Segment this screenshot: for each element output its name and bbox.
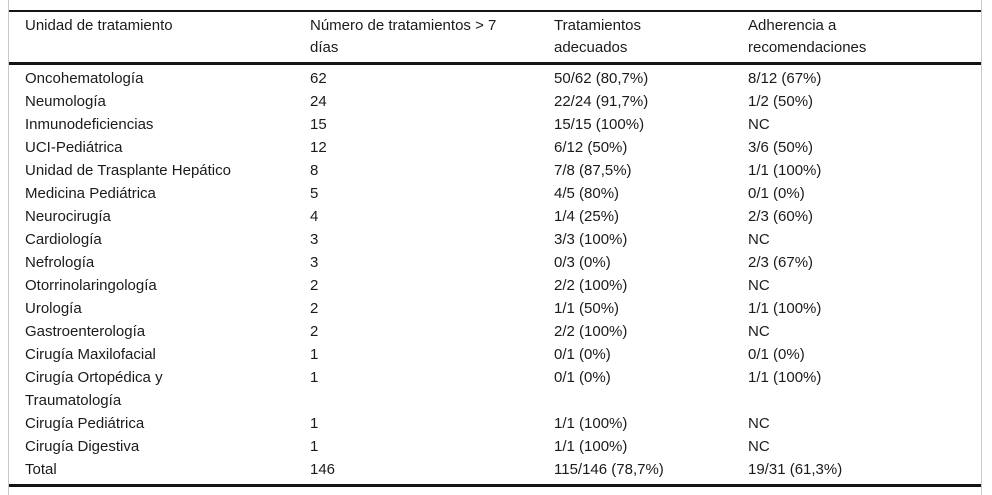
table-row: Neumología 24 22/24 (91,7%) 1/2 (50%) <box>9 90 981 113</box>
table-cell: Unidad de Trasplante Hepático <box>25 162 231 179</box>
table-cell: 0/1 (0%) <box>554 369 611 386</box>
table-row: Cirugía Ortopédica y Traumatología 1 0/1 (… <box>9 366 981 412</box>
table-cell: 1/1 (100%) <box>554 438 628 455</box>
table-cell: Cirugía Digestiva <box>25 438 140 455</box>
table-cell: 1 <box>310 415 319 432</box>
table-cell: 2 <box>310 277 319 294</box>
table-cell: 2/2 (100%) <box>554 323 628 340</box>
table-cell: UCI-Pediátrica <box>25 139 123 156</box>
table-cell: Otorrinolaringología <box>25 277 157 294</box>
table-row: Unidad de Trasplante Hepático 8 7/8 (87,5%… <box>9 159 981 182</box>
table-cell: Gastroenterología <box>25 323 146 340</box>
table-cell: 2/3 (60%) <box>748 208 814 225</box>
table-cell: 146 <box>310 461 336 478</box>
table-cell: 24 <box>310 93 327 110</box>
table-cell: Nefrología <box>25 254 95 271</box>
table-cell: Cirugía Ortopédica y Traumatología <box>25 369 163 409</box>
table-cell: 2 <box>310 300 319 317</box>
table-cell: 1/1 (100%) <box>748 162 822 179</box>
table-cell: Oncohematología <box>25 70 144 87</box>
table-header-row: Unidad de tratamiento Número de tratamien… <box>9 11 981 65</box>
table-cell: NC <box>748 116 770 133</box>
table-cell: 0/1 (0%) <box>554 346 611 363</box>
table-cell: 3/3 (100%) <box>554 231 628 248</box>
table-cell: 6/12 (50%) <box>554 139 628 156</box>
table-row: Cirugía Maxilofacial 1 0/1 (0%) 0/1 (0%) <box>9 343 981 366</box>
table-cell: Urología <box>25 300 82 317</box>
table-cell: 1/1 (50%) <box>554 300 620 317</box>
table-row: Cardiología 3 3/3 (100%) NC <box>9 228 981 251</box>
table-cell: 19/31 (61,3%) <box>748 461 843 478</box>
table-cell: 2/3 (67%) <box>748 254 814 271</box>
table-row: Oncohematología 62 50/62 (80,7%) 8/12 (67%) <box>9 64 981 91</box>
table-cell: NC <box>748 277 770 294</box>
table-cell: 0/1 (0%) <box>748 185 805 202</box>
table-cell: Cardiología <box>25 231 102 248</box>
table-cell: Medicina Pediátrica <box>25 185 156 202</box>
table-cell: 62 <box>310 70 327 87</box>
table-cell: 8 <box>310 162 319 179</box>
table-row: Nefrología 3 0/3 (0%) 2/3 (67%) <box>9 251 981 274</box>
table-cell: 15 <box>310 116 327 133</box>
table-cell: 15/15 (100%) <box>554 116 645 133</box>
treatment-units-table: Unidad de tratamiento Número de tratamien… <box>9 10 981 487</box>
table-cell: 3 <box>310 231 319 248</box>
table-total-row: Total 146 115/146 (78,7%) 19/31 (61,3%) <box>9 458 981 486</box>
table-cell: 3 <box>310 254 319 271</box>
table-row: Inmunodeficiencias 15 15/15 (100%) NC <box>9 113 981 136</box>
table-cell: Inmunodeficiencias <box>25 116 154 133</box>
table-frame: Unidad de tratamiento Número de tratamien… <box>8 0 982 495</box>
table-row: Neurocirugía 4 1/4 (25%) 2/3 (60%) <box>9 205 981 228</box>
table-cell: NC <box>748 415 770 432</box>
table-cell: 4/5 (80%) <box>554 185 620 202</box>
table-cell: Neumología <box>25 93 106 110</box>
table-cell: 1 <box>310 369 319 386</box>
table-cell: 5 <box>310 185 319 202</box>
table-cell: 2/2 (100%) <box>554 277 628 294</box>
table-cell: 4 <box>310 208 319 225</box>
table-cell: 1/1 (100%) <box>748 300 822 317</box>
table-body: Oncohematología 62 50/62 (80,7%) 8/12 (67%)… <box>9 64 981 486</box>
column-header: Adherencia a recomendaciones <box>748 11 981 65</box>
column-header: Tratamientos adecuados <box>554 11 748 65</box>
table-cell: 1/1 (100%) <box>554 415 628 432</box>
table-cell: 7/8 (87,5%) <box>554 162 632 179</box>
table-cell: 22/24 (91,7%) <box>554 93 649 110</box>
table-cell: 0/3 (0%) <box>554 254 611 271</box>
table-cell: Cirugía Maxilofacial <box>25 346 156 363</box>
table-cell: NC <box>748 323 770 340</box>
table-row: UCI-Pediátrica 12 6/12 (50%) 3/6 (50%) <box>9 136 981 159</box>
table-cell: 12 <box>310 139 327 156</box>
table-row: Cirugía Pediátrica 1 1/1 (100%) NC <box>9 412 981 435</box>
table-cell: 115/146 (78,7%) <box>554 461 664 478</box>
table-cell: 1 <box>310 438 319 455</box>
table-cell: NC <box>748 231 770 248</box>
table-cell: Cirugía Pediátrica <box>25 415 145 432</box>
table-cell: Neurocirugía <box>25 208 111 225</box>
table-cell: 50/62 (80,7%) <box>554 70 649 87</box>
column-header: Unidad de tratamiento <box>9 11 310 65</box>
table-row: Urología 2 1/1 (50%) 1/1 (100%) <box>9 297 981 320</box>
table-row: Otorrinolaringología 2 2/2 (100%) NC <box>9 274 981 297</box>
table-cell: 1 <box>310 346 319 363</box>
table-cell: Total <box>25 461 57 478</box>
table-cell: 1/4 (25%) <box>554 208 620 225</box>
table-row: Medicina Pediátrica 5 4/5 (80%) 0/1 (0%) <box>9 182 981 205</box>
column-header: Número de tratamientos > 7 días <box>310 11 554 65</box>
table-cell: NC <box>748 438 770 455</box>
table-cell: 2 <box>310 323 319 340</box>
table-cell: 8/12 (67%) <box>748 70 822 87</box>
table-cell: 1/1 (100%) <box>748 369 822 386</box>
table-row: Cirugía Digestiva 1 1/1 (100%) NC <box>9 435 981 458</box>
table-cell: 3/6 (50%) <box>748 139 814 156</box>
table-head: Unidad de tratamiento Número de tratamien… <box>9 11 981 65</box>
table-cell: 0/1 (0%) <box>748 346 805 363</box>
table-cell: 1/2 (50%) <box>748 93 814 110</box>
table-row: Gastroenterología 2 2/2 (100%) NC <box>9 320 981 343</box>
